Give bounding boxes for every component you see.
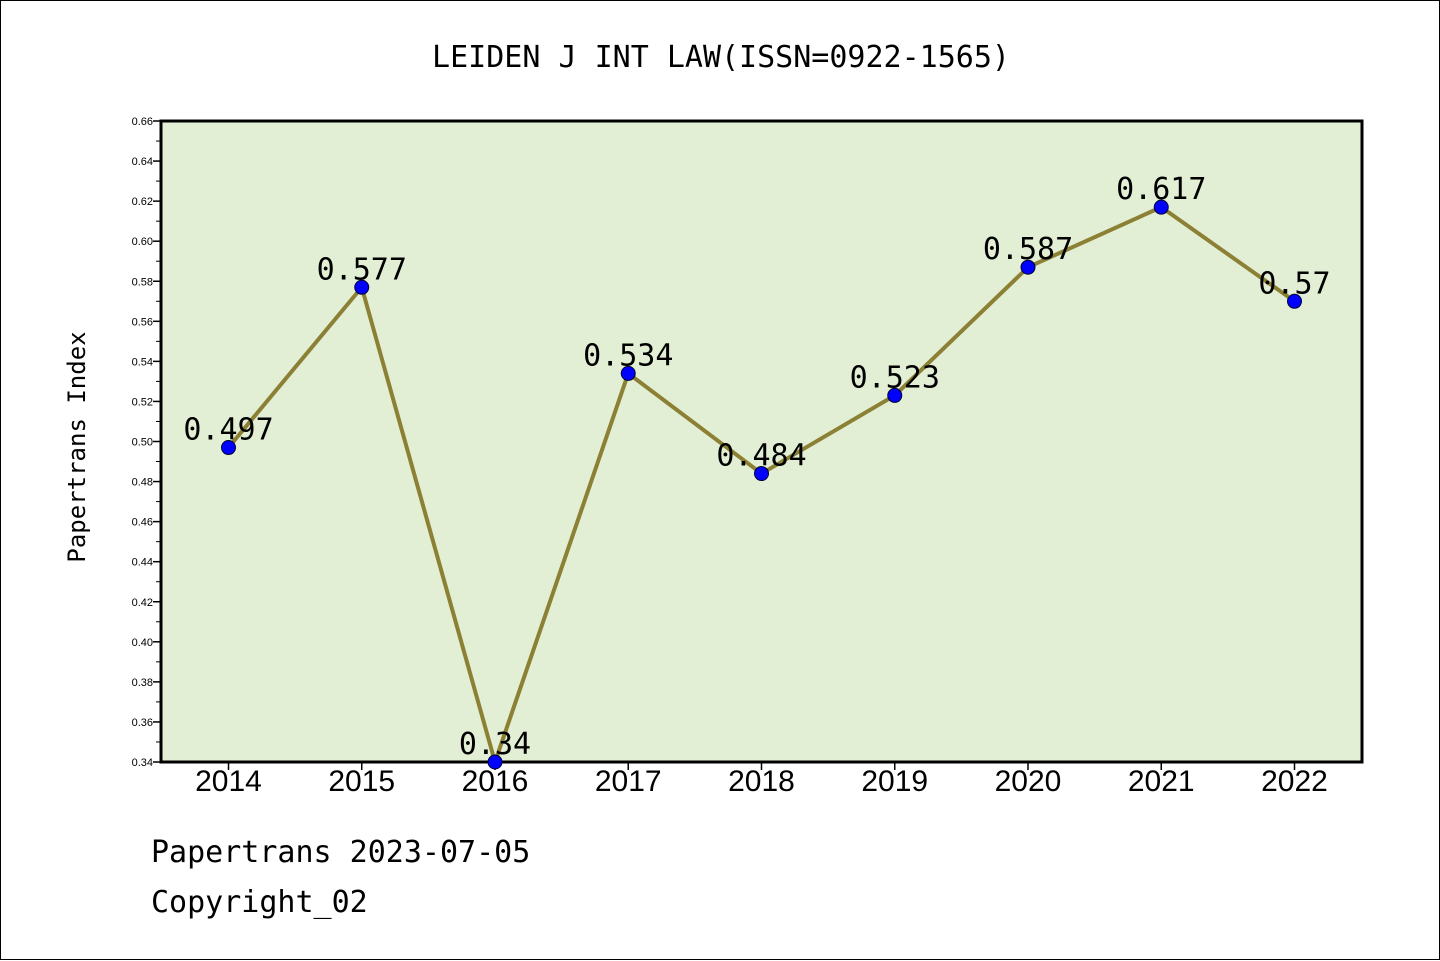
data-label-2015: 0.577 <box>317 252 407 287</box>
y-tick-label: 0.44 <box>132 557 153 569</box>
plot-area <box>159 119 1364 764</box>
y-tick-label: 0.54 <box>132 356 153 368</box>
x-tick-label: 2018 <box>728 765 795 798</box>
data-point-2022 <box>1287 293 1302 309</box>
data-point-2015 <box>354 279 370 295</box>
data-label-2017: 0.534 <box>583 338 673 373</box>
data-label-2022: 0.57 <box>1258 266 1330 301</box>
x-tick-label: 2020 <box>995 765 1062 798</box>
y-tick-label: 0.62 <box>132 196 153 208</box>
y-tick-label: 0.66 <box>132 116 153 128</box>
data-label-2021: 0.617 <box>1116 172 1206 207</box>
x-tick-label: 2015 <box>328 765 395 798</box>
data-point-2018 <box>754 466 769 482</box>
y-tick-label: 0.36 <box>132 717 153 729</box>
data-point-2016 <box>487 754 503 770</box>
y-tick-label: 0.48 <box>132 477 153 489</box>
y-tick-label: 0.58 <box>132 276 153 288</box>
data-point-2019 <box>887 387 903 403</box>
x-tick-label: 2014 <box>195 765 262 798</box>
x-axis-ticks: 2014 2015 2016 2017 2018 2019 2020 2021 2022 <box>195 762 1328 798</box>
y-tick-label: 0.38 <box>132 677 153 689</box>
y-axis-ticks: 0.34 0.36 0.38 0.40 0.42 0.44 0.46 0.48 0.50 0.52… <box>132 116 161 769</box>
data-point-2020 <box>1020 259 1036 275</box>
y-tick-label: 0.52 <box>132 396 153 408</box>
y-tick-label: 0.34 <box>132 757 153 769</box>
y-tick-label: 0.50 <box>132 437 153 449</box>
data-label-2016: 0.34 <box>459 727 531 762</box>
x-tick-label: 2019 <box>861 765 928 798</box>
footer-date: Papertrans 2023-07-05 <box>151 835 531 870</box>
data-label-2018: 0.484 <box>716 439 806 474</box>
y-tick-label: 0.56 <box>132 316 153 328</box>
footer-copyright: Copyright_02 <box>151 885 368 920</box>
y-tick-label: 0.42 <box>132 597 153 609</box>
y-tick-label: 0.40 <box>132 637 153 649</box>
y-axis-label: Papertrans Index <box>63 331 91 562</box>
x-tick-label: 2016 <box>462 765 529 798</box>
x-tick-label: 2017 <box>595 765 662 798</box>
y-tick-label: 0.60 <box>132 236 153 248</box>
data-label-2020: 0.587 <box>983 232 1073 267</box>
data-label-2019: 0.523 <box>850 360 940 395</box>
x-tick-label: 2022 <box>1261 765 1328 798</box>
chart-title: LEIDEN J INT LAW(ISSN=0922-1565) <box>432 40 1010 75</box>
data-point-2017 <box>620 365 636 381</box>
series-layer <box>221 199 1302 770</box>
data-label-2014: 0.497 <box>183 413 273 448</box>
y-tick-label: 0.64 <box>132 156 153 168</box>
y-tick-label: 0.46 <box>132 517 153 529</box>
data-point-2014 <box>221 440 236 456</box>
data-point-2021 <box>1153 199 1169 215</box>
data-labels: 0.497 0.577 0.34 0.534 0.484 0.523 0.587 0.617 0… <box>183 172 1330 762</box>
x-tick-label: 2021 <box>1128 765 1195 798</box>
